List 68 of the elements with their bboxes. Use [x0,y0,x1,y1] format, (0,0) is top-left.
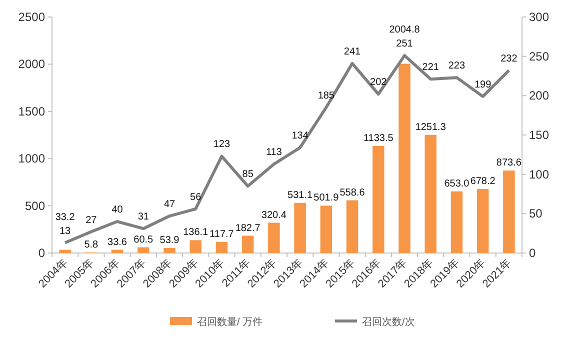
data-label: 33.6 [108,236,128,248]
data-label: 182.7 [235,222,261,234]
bar [320,206,332,253]
y-tick-label: 0 [38,246,46,260]
y2-tick-label: 200 [529,88,550,103]
data-label: 221 [422,62,440,74]
data-label: 60.5 [134,234,154,246]
data-label: 1133.5 [363,133,394,144]
data-label: 13 [59,226,72,237]
bar [190,240,202,253]
data-label: 123 [213,139,230,150]
data-label: 2004.8 [389,24,420,36]
bar [476,188,489,253]
data-label: 531.1 [288,190,314,201]
y-tick-label: 2000 [18,57,46,72]
data-label: 202 [370,77,388,88]
bar [242,236,254,253]
y2-tick-label: 150 [529,128,550,142]
data-label: 33.2 [55,212,76,223]
data-label: 678.2 [470,176,496,187]
bar [111,250,124,253]
y2-tick-label: 250 [529,49,550,64]
data-label: 223 [448,60,466,72]
data-label: 1251.3 [415,122,446,133]
data-label: 5.8 [84,239,99,250]
data-label: 85 [242,169,254,180]
data-label: 232 [500,53,518,64]
bar [503,170,515,253]
bar [216,242,228,253]
data-label: 873.6 [496,158,522,169]
legend-label: 召回数量/ 万件 [197,317,263,328]
bar [164,248,176,253]
data-label: 117.7 [210,228,234,240]
data-label: 320.4 [261,210,287,221]
y-tick-label: 2500 [18,10,46,24]
data-label: 241 [344,46,362,58]
data-label: 113 [266,147,282,158]
y2-tick-label: 300 [529,10,550,24]
data-label: 199 [474,79,492,90]
data-label: 40 [112,204,124,216]
data-label: 558.6 [340,187,366,198]
bar [294,202,306,253]
data-label: 136.1 [183,227,209,238]
y2-tick-label: 50 [529,206,543,221]
bar [268,222,280,253]
bar [138,247,150,253]
data-label: 47 [164,199,176,210]
data-label: 53.9 [160,234,180,246]
data-label: 31 [138,212,150,223]
data-label: 56 [190,192,202,203]
y-tick-label: 1000 [18,152,46,166]
legend-label: 召回次数/次 [362,317,415,328]
data-label: 134 [292,130,309,142]
y-tick-label: 1500 [18,104,46,118]
bar [424,134,436,253]
data-label: 185 [318,90,335,102]
bar [372,146,384,253]
bar [450,191,463,253]
data-label: 251 [396,38,414,50]
bar [346,200,358,253]
data-label: 27 [86,214,98,226]
bar [398,64,410,253]
data-label: 501.9 [314,192,340,204]
y2-tick-label: 0 [529,246,536,260]
data-label: 653.0 [444,178,470,190]
y2-tick-label: 100 [529,167,550,182]
bar [59,250,71,253]
y-tick-label: 500 [24,198,46,213]
